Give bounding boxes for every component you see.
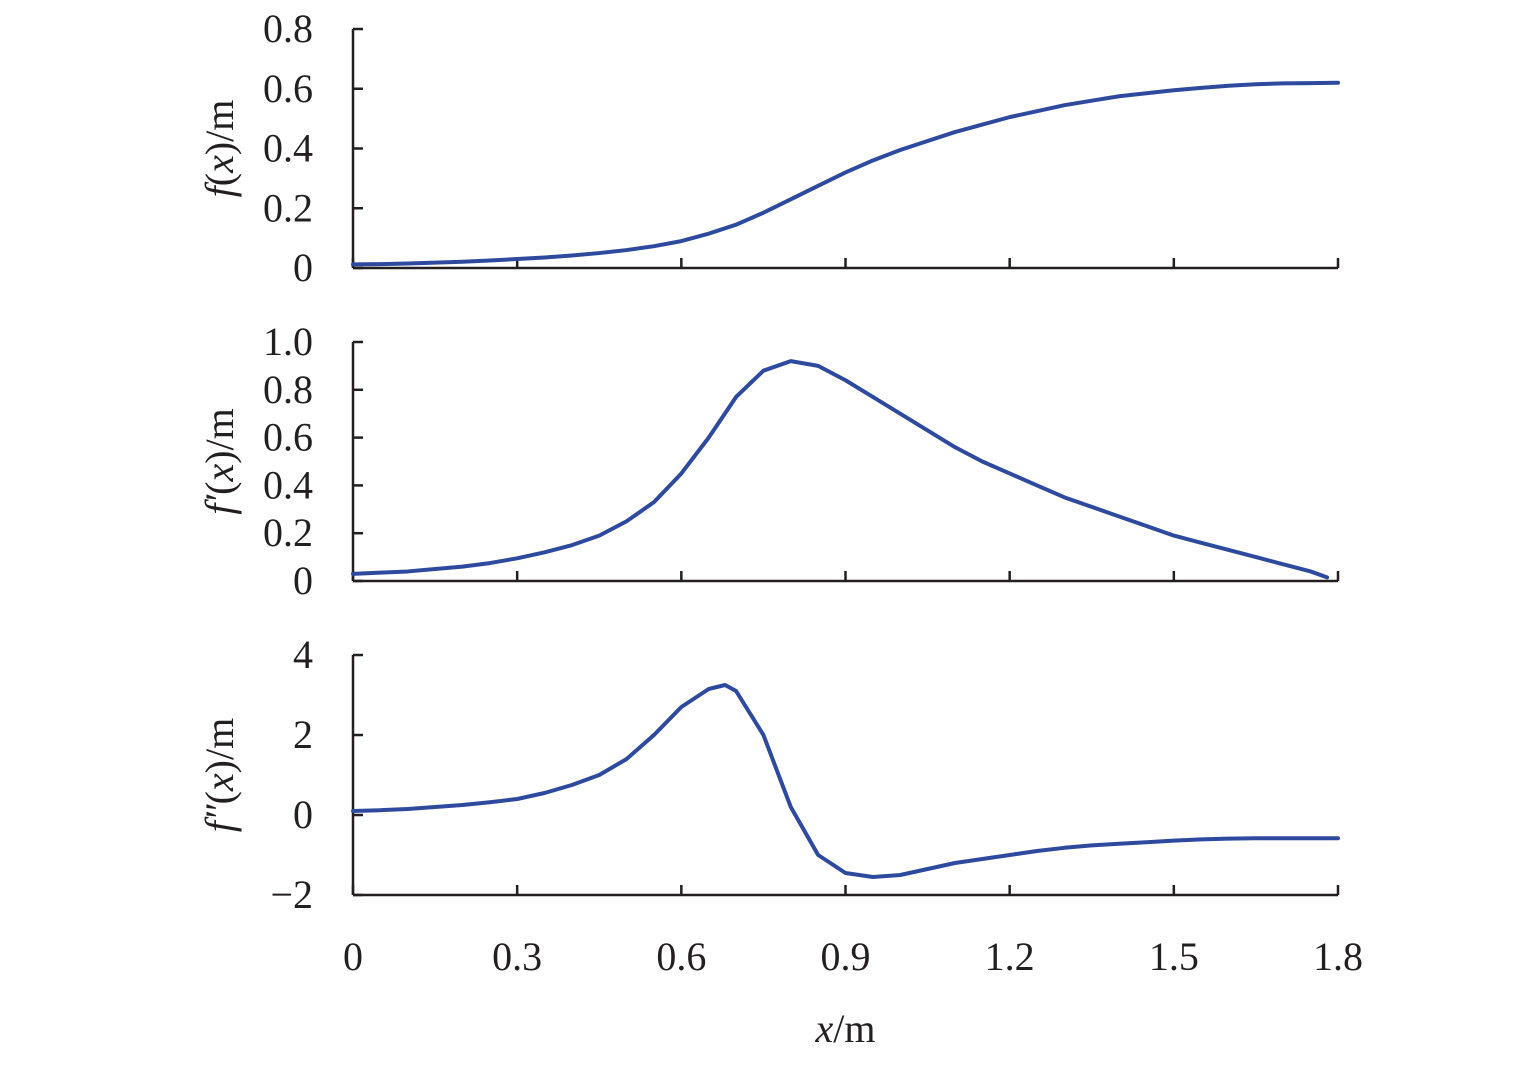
y-tick-label: 0.2 — [263, 510, 313, 555]
x-axis: 0 0.3 0.6 0.9 1.2 1.5 1.8 x/m — [343, 934, 1363, 1051]
y-axis-title: f″(x)/m — [197, 718, 242, 832]
panel-3: −2 0 2 4 f″(x)/m — [197, 632, 1340, 917]
y-tick-label: 4 — [293, 632, 313, 677]
y-tick-label: 0 — [293, 792, 313, 837]
y-tick-label: 0.8 — [263, 6, 313, 51]
y-tick-label: 0.6 — [263, 415, 313, 460]
y-tick-label: 2 — [293, 712, 313, 757]
x-tick-label: 0.9 — [821, 934, 871, 979]
y-axis-title: f(x)/m — [197, 100, 242, 198]
x-tick-label: 1.2 — [985, 934, 1035, 979]
y-tick-label: 0 — [293, 245, 313, 290]
x-tick-label: 1.5 — [1149, 934, 1199, 979]
series-line — [351, 683, 1340, 879]
panels: 00.20.40.60.8f(x)/m00.20.40.60.81.0f′(x)… — [197, 6, 1340, 917]
x-tick-label: 0.3 — [492, 934, 542, 979]
y-tick-label: 1.0 — [263, 319, 313, 364]
panel-2: 00.20.40.60.81.0 f′(x)/m — [197, 319, 1340, 603]
y-tick-label: 0.8 — [263, 367, 313, 412]
y-tick-label: 0.2 — [263, 185, 313, 230]
y-tick-label: 0.6 — [263, 66, 313, 111]
x-tick-label: 1.8 — [1313, 934, 1363, 979]
y-tick-label: −2 — [270, 872, 313, 917]
x-tick-label: 0.6 — [656, 934, 706, 979]
y-tick-label: 0.4 — [263, 126, 313, 171]
x-axis-title: x/m — [815, 1006, 876, 1051]
y-tick-label: 0.4 — [263, 462, 313, 507]
panel-1: 0 0.2 0.4 0.6 0.8 f(x)/m — [197, 6, 1340, 290]
y-axis-title: f′(x)/m — [197, 408, 242, 515]
series-line — [351, 359, 1330, 580]
y-tick-label: 0 — [293, 558, 313, 603]
x-tick-label: 0 — [343, 934, 363, 979]
series-line — [351, 80, 1340, 267]
